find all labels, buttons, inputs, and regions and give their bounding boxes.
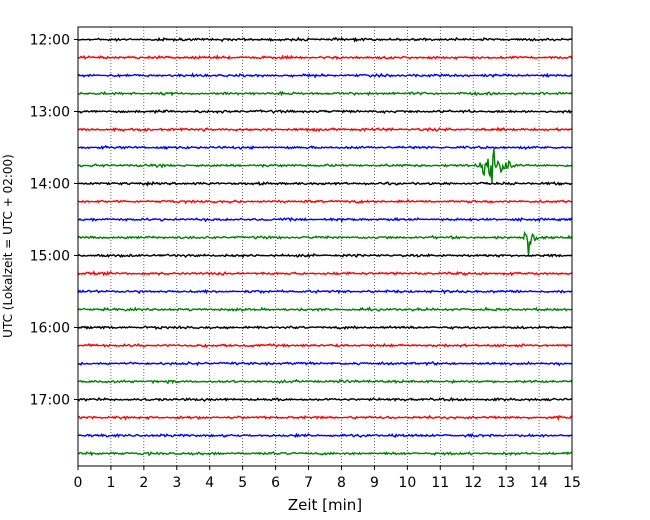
trace-line (77, 148, 573, 184)
x-tick-label: 13 (497, 475, 515, 491)
trace-line (77, 450, 573, 457)
x-tick-label: 8 (337, 475, 346, 491)
x-tick-label: 2 (139, 475, 148, 491)
trace-line (77, 126, 573, 133)
trace-line (77, 306, 572, 312)
x-tick-label: 6 (271, 475, 280, 491)
y-tick-label: 14:00 (30, 177, 70, 193)
trace-line (77, 414, 573, 422)
trace-line (77, 360, 573, 367)
x-axis-ticks: 0 1 2 3 4 5 6 7 8 9 10 11 12 13 14 15 (74, 466, 581, 491)
y-tick-label: 16:00 (30, 321, 70, 337)
x-tick-label: 15 (563, 475, 581, 491)
y-tick-label: 13:00 (30, 105, 70, 121)
y-tick-label: 17:00 (30, 393, 70, 409)
trace-line (78, 90, 573, 97)
x-tick-label: 1 (106, 475, 115, 491)
trace-line (78, 432, 573, 439)
x-tick-label: 9 (370, 475, 379, 491)
x-tick-label: 11 (431, 475, 449, 491)
x-tick-label: 12 (464, 475, 482, 491)
grid-lines (110, 27, 540, 466)
trace-line (77, 378, 573, 385)
trace-line (77, 109, 573, 115)
x-tick-label: 7 (304, 475, 313, 491)
x-tick-label: 4 (205, 475, 214, 491)
trace-line (77, 324, 573, 331)
seismic-traces (77, 36, 573, 457)
y-tick-label: 15:00 (30, 249, 70, 265)
y-tick-label: 12:00 (30, 33, 70, 49)
x-tick-label: 10 (398, 475, 416, 491)
plot-frame (77, 26, 573, 467)
x-tick-label: 0 (74, 475, 83, 491)
x-tick-label: 5 (238, 475, 247, 491)
trace-line (77, 252, 573, 259)
trace-line (77, 198, 573, 205)
trace-line (77, 270, 573, 277)
trace-line (77, 36, 573, 43)
trace-line (77, 288, 573, 295)
trace-line (77, 216, 573, 223)
trace-line (77, 230, 573, 257)
x-axis-label: Zeit [min] (288, 496, 362, 514)
trace-line (77, 180, 573, 187)
trace-line (77, 54, 573, 61)
y-axis-ticks: 12:00 13:00 14:00 15:00 16:00 17:00 (30, 33, 78, 409)
y-axis-label: UTC (Lokalzeit = UTC + 02:00) (1, 154, 15, 338)
x-tick-label: 14 (530, 475, 548, 491)
trace-line (77, 144, 572, 151)
trace-line (77, 72, 573, 79)
x-tick-label: 3 (172, 475, 181, 491)
trace-line (77, 396, 573, 402)
trace-line (77, 342, 572, 349)
